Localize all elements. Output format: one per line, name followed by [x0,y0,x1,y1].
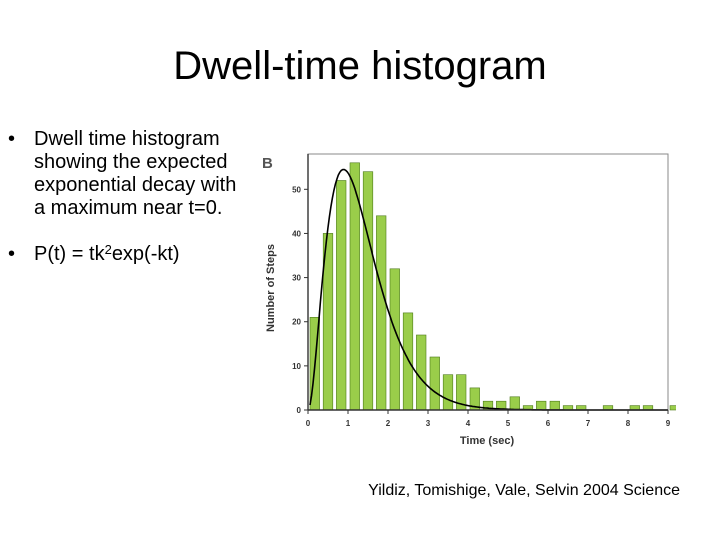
panel-label: B [262,155,273,172]
x-tick-label: 7 [586,419,591,428]
bullet-item: • P(t) = tk2exp(-kt) [8,243,248,266]
y-tick-label: 50 [292,185,301,194]
x-tick-label: 0 [306,419,311,428]
plot-frame [307,153,669,411]
histogram-bar [402,312,414,411]
histogram-chart: B Number of Steps Time (sec) 01020304050… [262,153,676,447]
bullet-item: • Dwell time histogram showing the expec… [8,128,248,220]
formula-superscript: 2 [104,242,112,257]
y-tick-label: 30 [292,274,301,283]
bullet-dot-icon: • [8,128,16,150]
histogram-bar [536,400,547,411]
formula-suffix: exp(-kt) [111,243,180,265]
histogram-bar [429,356,440,411]
x-axis-label: Time (sec) [460,435,515,447]
y-tick-label: 0 [297,406,302,415]
histogram-bar [416,334,427,411]
bullet-dot-icon: • [8,243,16,265]
bullet-list: • Dwell time histogram showing the expec… [8,128,248,266]
citation: Yildiz, Tomishige, Vale, Selvin 2004 Sci… [368,482,680,499]
histogram-bar [669,405,676,411]
x-tick-label: 8 [626,419,631,428]
formula-prefix: P(t) = tk [34,243,105,265]
bullet-text: Dwell time histogram showing the expecte… [34,128,237,219]
histogram-bar [509,396,520,411]
y-axis-label: Number of Steps [265,244,277,332]
histogram-bar [376,215,387,411]
histogram-bar [362,171,374,411]
y-tick-label: 20 [292,318,301,327]
x-tick-label: 9 [666,419,671,428]
slide-title: Dwell-time histogram [173,44,547,88]
histogram-bar [336,180,347,411]
histogram-bar [549,400,560,411]
y-tick-label: 10 [292,362,301,371]
x-tick-label: 6 [546,419,551,428]
x-tick-label: 3 [426,419,431,428]
x-tick-label: 1 [346,419,351,428]
y-tick-label: 40 [292,229,301,238]
x-tick-label: 4 [466,419,471,428]
histogram-bar [442,374,454,411]
x-tick-label: 2 [386,419,391,428]
x-tick-label: 5 [506,419,511,428]
